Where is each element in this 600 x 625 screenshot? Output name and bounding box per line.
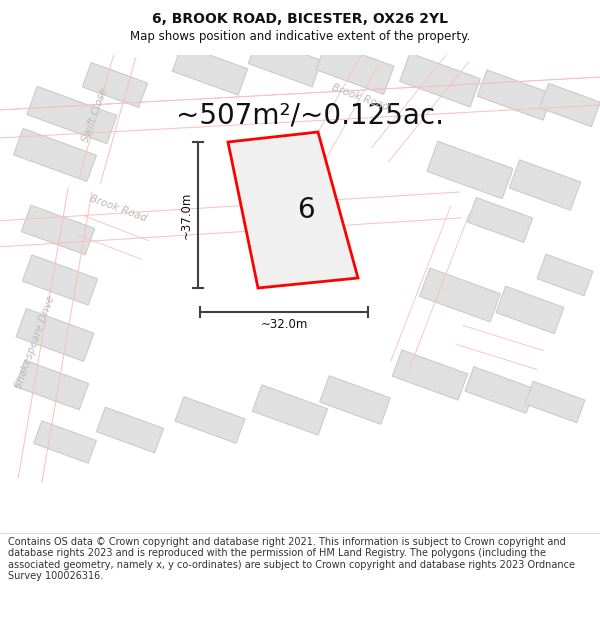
Polygon shape [509,160,581,210]
Polygon shape [228,132,358,288]
Polygon shape [320,376,391,424]
Polygon shape [21,205,95,255]
Polygon shape [316,42,394,94]
Polygon shape [82,62,148,107]
Polygon shape [467,198,533,242]
Polygon shape [97,407,164,453]
Text: Swift Close: Swift Close [80,86,109,144]
Text: 6, BROOK ROAD, BICESTER, OX26 2YL: 6, BROOK ROAD, BICESTER, OX26 2YL [152,12,448,26]
Text: 6: 6 [296,196,314,224]
Text: Brook Road: Brook Road [330,82,390,112]
Polygon shape [400,53,481,107]
Polygon shape [34,421,97,463]
Polygon shape [172,45,248,95]
Polygon shape [525,381,585,423]
Polygon shape [427,141,513,199]
Polygon shape [16,309,94,361]
Polygon shape [15,360,89,410]
Polygon shape [14,129,97,181]
Polygon shape [175,397,245,443]
Text: Brook Road: Brook Road [88,193,148,223]
Polygon shape [540,83,600,127]
Polygon shape [27,86,117,144]
Text: ~32.0m: ~32.0m [260,319,308,331]
Polygon shape [537,254,593,296]
Polygon shape [22,255,98,305]
Polygon shape [392,350,467,400]
Polygon shape [496,286,564,334]
Text: ~507m²/~0.125ac.: ~507m²/~0.125ac. [176,101,444,129]
Polygon shape [419,268,500,322]
Text: Map shows position and indicative extent of the property.: Map shows position and indicative extent… [130,30,470,43]
Polygon shape [248,38,322,87]
Polygon shape [253,385,328,435]
Text: Shakespeare Drive: Shakespeare Drive [13,294,56,390]
Polygon shape [465,367,535,413]
Text: Contains OS data © Crown copyright and database right 2021. This information is : Contains OS data © Crown copyright and d… [8,537,575,581]
Text: ~37.0m: ~37.0m [179,191,193,239]
Polygon shape [478,70,553,120]
